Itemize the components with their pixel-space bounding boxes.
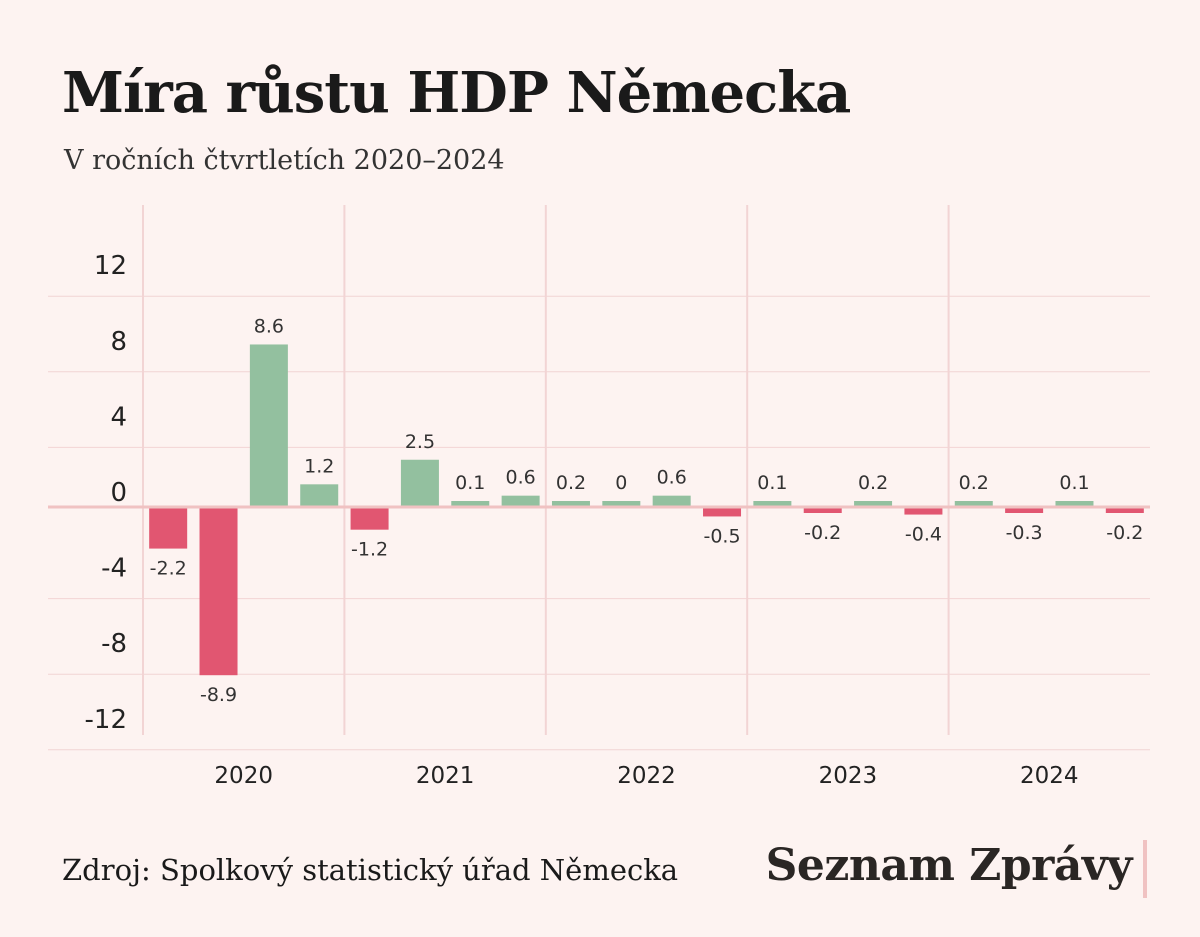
bar (350, 507, 389, 530)
y-tick-label: -12 (85, 705, 127, 735)
bar (854, 501, 893, 507)
bar (602, 501, 641, 507)
data-label: -1.2 (351, 539, 388, 561)
y-tick-label: 12 (94, 251, 127, 281)
data-label: 0.2 (959, 472, 989, 494)
bar (551, 501, 590, 507)
data-label: 0.2 (556, 472, 586, 494)
data-label: 0.2 (858, 472, 888, 494)
data-label: 8.6 (254, 315, 284, 337)
data-label: 2.5 (405, 431, 435, 453)
data-label: -0.3 (1006, 522, 1043, 544)
bar (904, 507, 943, 515)
bar (1105, 507, 1144, 513)
y-tick-label: -4 (101, 554, 127, 584)
bar (501, 495, 540, 507)
data-label: 0.1 (757, 472, 787, 494)
bar (400, 459, 439, 507)
y-tick-label: 8 (110, 327, 127, 357)
bar (954, 501, 993, 507)
bar (199, 507, 238, 676)
data-label: -0.2 (804, 522, 841, 544)
x-axis-year-labels: 2020 2021 2022 2023 2024 (214, 763, 1078, 789)
x-tick-label: 2021 (416, 763, 475, 789)
year-dividers (142, 205, 950, 735)
data-label: -8.9 (200, 684, 237, 706)
bar (703, 507, 742, 517)
bar (803, 507, 842, 513)
bar (1005, 507, 1044, 513)
data-labels: -2.2 -8.9 8.6 1.2 -1.2 2.5 0.1 0.6 0.2 0 0.6 -0.5 0.… (150, 315, 1144, 706)
bar (753, 501, 792, 507)
bar (249, 344, 288, 507)
data-label: -2.2 (150, 558, 187, 580)
x-tick-label: 2020 (214, 763, 273, 789)
bars (149, 344, 1144, 676)
data-label: 0.6 (506, 467, 536, 489)
bar (652, 495, 691, 507)
data-label: 0.1 (455, 472, 485, 494)
bar (451, 501, 490, 507)
bar (1055, 501, 1094, 507)
data-label: 0.1 (1059, 472, 1089, 494)
chart-subtitle: V ročních čtvrtletích 2020–2024 (64, 145, 505, 176)
data-label: -0.5 (703, 525, 740, 547)
brand-logo: Seznam Zprávy (765, 840, 1133, 891)
data-label: -0.4 (905, 524, 942, 546)
y-tick-label: 4 (110, 402, 127, 432)
data-label: -0.2 (1106, 522, 1143, 544)
source-note: Zdroj: Spolkový statistický úřad Německa (62, 853, 679, 887)
x-tick-label: 2022 (617, 763, 676, 789)
bar (300, 484, 339, 507)
data-label: 0 (615, 472, 627, 494)
y-tick-label: -8 (101, 629, 127, 659)
bar-chart: 12 8 4 0 -4 -8 -12 -2.2 -8.9 8.6 1.2 -1.2 2.5 0.1 0.6… (48, 205, 1150, 789)
data-label: 0.6 (657, 467, 687, 489)
brand-accent-bar (1143, 840, 1147, 898)
x-tick-label: 2024 (1020, 763, 1079, 789)
y-tick-label: 0 (110, 478, 127, 508)
chart-title: Míra růstu HDP Německa (62, 60, 851, 126)
bar (149, 507, 188, 549)
y-axis-ticks: 12 8 4 0 -4 -8 -12 (85, 251, 127, 735)
x-tick-label: 2023 (819, 763, 878, 789)
data-label: 1.2 (304, 455, 334, 477)
